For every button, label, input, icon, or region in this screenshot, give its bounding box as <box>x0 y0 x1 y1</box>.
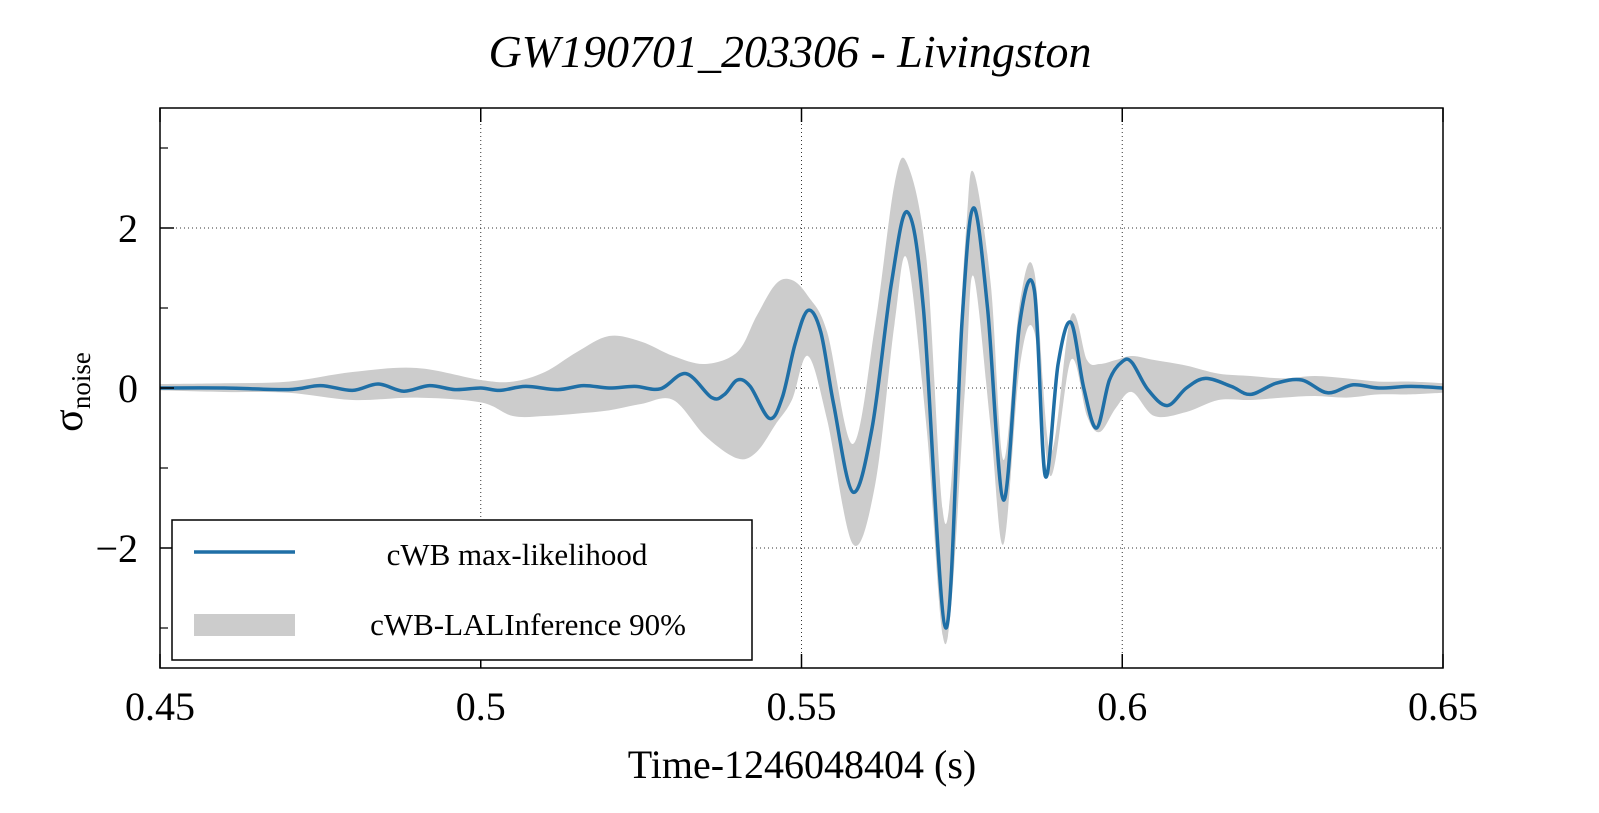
y-axis-label: σnoise <box>46 352 96 432</box>
x-tick-label: 0.6 <box>1097 684 1147 729</box>
legend-label-line: cWB max-likelihood <box>387 537 648 572</box>
legend: cWB max-likelihood cWB-LALInference 90% <box>171 519 753 661</box>
confidence-band <box>160 157 1443 645</box>
band-layer <box>160 157 1443 645</box>
x-tick-label: 0.5 <box>456 684 506 729</box>
legend-band-swatch <box>194 614 295 636</box>
x-tick-label: 0.65 <box>1408 684 1478 729</box>
y-axis-label-subscript: noise <box>66 352 96 409</box>
chart-title: GW190701_203306 - Livingston <box>488 26 1091 77</box>
max-likelihood-line <box>159 206 1444 630</box>
y-tick-label: −2 <box>95 526 138 571</box>
y-tick-labels: 2 0 −2 <box>95 206 138 571</box>
x-tick-label: 0.45 <box>125 684 195 729</box>
y-tick-label: 0 <box>118 366 138 411</box>
x-axis-label: Time-1246048404 (s) <box>628 742 977 787</box>
legend-label-band: cWB-LALInference 90% <box>370 607 686 642</box>
y-axis-label-main: σ <box>46 409 92 432</box>
x-tick-labels: 0.45 0.5 0.55 0.6 0.65 <box>125 684 1478 729</box>
line-layer <box>159 206 1444 630</box>
legend-box <box>171 519 753 661</box>
y-tick-label: 2 <box>118 206 138 251</box>
x-tick-label: 0.55 <box>767 684 837 729</box>
